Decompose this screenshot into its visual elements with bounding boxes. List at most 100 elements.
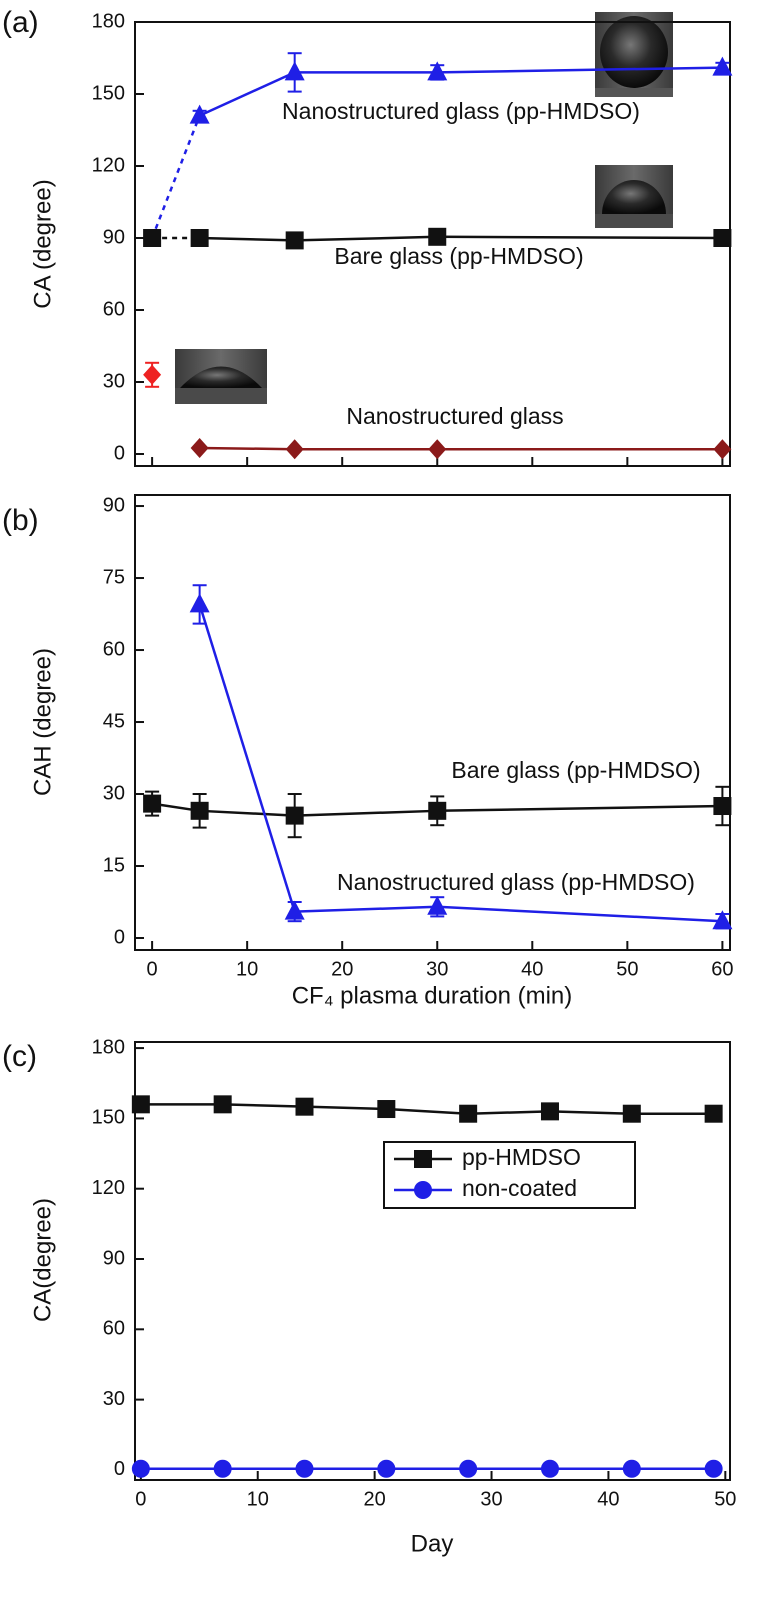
series-line	[294, 235, 438, 242]
y-tick-label: 0	[114, 442, 125, 464]
y-tick-label: 90	[103, 226, 125, 248]
marker	[131, 1095, 150, 1114]
series-line	[199, 809, 295, 817]
y-tick-label: 120	[92, 154, 125, 176]
legend-label: non-coated	[462, 1175, 577, 1201]
y-tick-label: 150	[92, 82, 125, 104]
series-link	[150, 115, 201, 239]
y-tick-label: 90	[103, 494, 125, 516]
y-tick-label: 180	[92, 10, 125, 32]
marker	[427, 61, 448, 81]
marker	[190, 438, 209, 458]
series-line	[437, 66, 723, 74]
marker	[428, 801, 447, 820]
x-axis-label: CF₄ plasma duration (min)	[292, 982, 573, 1009]
x-tick-label: 0	[135, 1488, 146, 1510]
marker	[713, 439, 732, 460]
legend-marker	[414, 1150, 432, 1168]
legend-marker	[414, 1181, 432, 1199]
marker	[704, 1459, 723, 1478]
x-tick-label: 10	[247, 1488, 269, 1510]
marker	[713, 229, 732, 247]
series-annotation: Bare glass (pp-HMDSO)	[451, 757, 700, 783]
droplet-photo	[595, 165, 673, 228]
panel-label: (b)	[2, 504, 39, 537]
droplet-photo	[595, 12, 673, 97]
x-axis-label: Day	[411, 1530, 454, 1557]
y-axis-label: CA (degree)	[29, 179, 56, 308]
panel-label: (c)	[2, 1040, 37, 1073]
series-line	[437, 905, 723, 923]
y-tick-label: 15	[103, 854, 125, 876]
y-tick-label: 60	[103, 298, 125, 320]
marker	[540, 1102, 559, 1121]
x-tick-label: 40	[597, 1488, 619, 1510]
x-tick-label: 10	[236, 958, 258, 980]
y-tick-label: 30	[103, 370, 125, 392]
series-line	[198, 604, 296, 912]
series-annotation: Nanostructured glass (pp-HMDSO)	[282, 98, 640, 124]
y-tick-label: 60	[103, 1318, 125, 1340]
series-line	[199, 236, 295, 242]
series-line	[222, 1103, 305, 1108]
series-annotation: Nanostructured glass (pp-HMDSO)	[337, 869, 695, 895]
series-line	[437, 804, 723, 813]
x-tick-label: 30	[480, 1488, 502, 1510]
x-tick-label: 50	[714, 1488, 736, 1510]
marker	[131, 1459, 150, 1478]
droplet-photo	[175, 349, 267, 404]
panel-label: (a)	[2, 6, 39, 39]
marker	[428, 227, 447, 246]
legend-label: pp-HMDSO	[462, 1144, 581, 1170]
marker	[712, 910, 733, 930]
marker	[704, 1104, 723, 1123]
marker	[143, 794, 162, 813]
y-tick-label: 120	[92, 1177, 125, 1199]
y-tick-label: 30	[103, 782, 125, 804]
x-tick-label: 40	[521, 958, 543, 980]
series-line	[304, 1105, 387, 1111]
marker	[459, 1459, 478, 1478]
y-tick-label: 30	[103, 1388, 125, 1410]
marker	[713, 797, 732, 816]
marker	[622, 1104, 641, 1123]
y-tick-label: 0	[114, 1458, 125, 1480]
marker	[213, 1459, 232, 1478]
y-tick-label: 75	[103, 566, 125, 588]
marker	[213, 1095, 232, 1114]
marker	[285, 806, 304, 825]
series-line	[437, 235, 723, 240]
marker	[285, 231, 304, 250]
x-tick-label: 60	[711, 958, 733, 980]
marker	[459, 1104, 478, 1123]
series-line	[294, 809, 438, 817]
marker	[190, 801, 209, 820]
marker	[540, 1459, 559, 1478]
marker	[295, 1459, 314, 1478]
marker	[143, 364, 162, 385]
marker	[284, 900, 305, 920]
marker	[622, 1459, 641, 1478]
marker	[427, 895, 448, 915]
y-axis-label: CAH (degree)	[29, 648, 56, 796]
series-line	[549, 1110, 632, 1115]
marker	[189, 593, 210, 613]
marker	[428, 439, 447, 460]
series-line	[468, 1110, 551, 1115]
series-annotation: Bare glass (pp-HMDSO)	[334, 243, 583, 269]
y-tick-label: 90	[103, 1247, 125, 1269]
series-line	[199, 71, 296, 117]
y-tick-label: 0	[114, 926, 125, 948]
x-tick-label: 50	[616, 958, 638, 980]
series-annotation: Nanostructured glass	[346, 403, 563, 429]
marker	[295, 1097, 314, 1116]
y-axis-label: CA(degree)	[29, 1198, 56, 1322]
y-tick-label: 180	[92, 1036, 125, 1058]
marker	[377, 1100, 396, 1119]
series-line	[294, 905, 438, 913]
series-line	[386, 1107, 469, 1115]
y-tick-label: 150	[92, 1107, 125, 1129]
marker	[712, 56, 733, 76]
marker	[377, 1459, 396, 1478]
